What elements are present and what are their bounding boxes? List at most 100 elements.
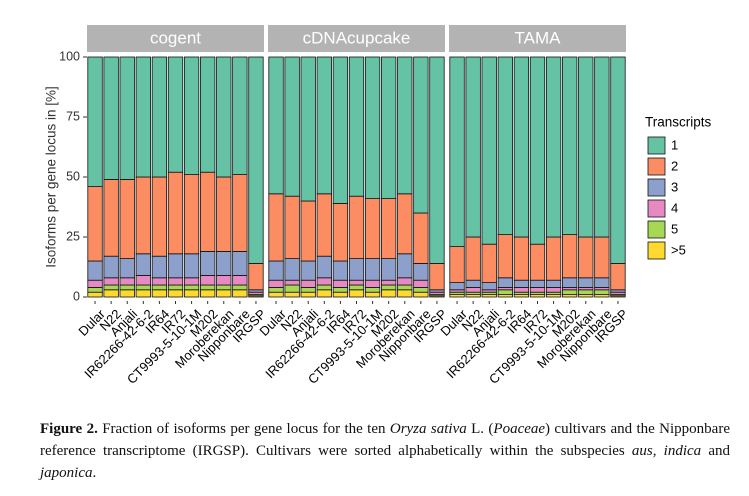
bar-segment <box>232 174 248 252</box>
bar-segment <box>332 286 349 293</box>
legend-label: 5 <box>671 221 678 236</box>
bar-segment <box>268 279 284 288</box>
bar-segment <box>151 284 168 291</box>
bar-segment <box>248 56 264 264</box>
bar-segment <box>216 56 232 178</box>
bar-segment <box>183 56 200 175</box>
bar-segment <box>135 289 151 298</box>
bar-segment <box>183 277 200 286</box>
bar-segment <box>268 260 284 281</box>
caption-text: , <box>652 443 664 459</box>
bar-segment <box>135 274 151 286</box>
bar-segment <box>216 284 232 291</box>
bar-segment <box>119 277 135 286</box>
bar-segment <box>348 279 365 286</box>
bar-segment <box>183 284 200 291</box>
bar-segment <box>497 234 513 279</box>
bar-segment <box>119 289 135 298</box>
bar-segment <box>364 258 381 281</box>
bar-segment <box>183 253 200 279</box>
bar-segment <box>481 243 497 283</box>
facet-title: TAMA <box>515 28 562 47</box>
bar-segment <box>449 282 465 291</box>
bar-segment <box>87 56 103 188</box>
bar-segment <box>232 250 248 276</box>
bar-segment <box>364 279 381 288</box>
bar-segment <box>513 286 530 293</box>
y-tick-label: 0 <box>73 289 80 303</box>
bar-segment <box>529 56 546 245</box>
bar-segment <box>284 279 300 286</box>
bar-segment <box>316 56 332 195</box>
bar-segment <box>200 56 216 173</box>
bar-segment <box>316 255 332 279</box>
bar-segment <box>284 284 300 293</box>
bar-segment <box>594 277 610 288</box>
bar-segment <box>348 56 365 197</box>
facet-strip <box>449 25 626 52</box>
bar-segment <box>381 56 397 200</box>
bar-segment <box>200 171 216 252</box>
caption-text: aus <box>631 443 653 459</box>
bar-segment <box>497 277 513 288</box>
bar-segment <box>397 289 413 298</box>
bar-segment <box>562 234 578 279</box>
facet-strip <box>268 25 445 52</box>
bar-segment <box>497 289 513 295</box>
legend-title: Transcripts <box>645 115 712 130</box>
legend-label: >5 <box>671 242 686 257</box>
bar-segment <box>135 56 151 178</box>
bar-segment <box>135 284 151 291</box>
bar-segment <box>268 286 284 293</box>
bar-segment <box>200 274 216 286</box>
bar-segment <box>545 286 562 293</box>
caption-text: indica <box>663 443 702 459</box>
bar-segment <box>578 289 594 295</box>
bar-segment <box>594 236 610 279</box>
bar-segment <box>562 56 578 236</box>
bar-segment <box>103 277 119 286</box>
bar-segment <box>381 284 397 291</box>
bar-segment <box>300 56 316 202</box>
bar-segment <box>87 286 103 293</box>
bar-segment <box>103 255 119 279</box>
bar-segment <box>151 255 168 279</box>
bar-segment <box>348 258 365 281</box>
bar-segment <box>167 56 184 173</box>
bar-segment <box>364 286 381 293</box>
bar-segment <box>413 286 429 293</box>
bar-segment <box>268 56 284 195</box>
bar-segment <box>87 279 103 288</box>
bar-segment <box>216 274 232 286</box>
bar-segment <box>610 262 626 291</box>
bar-segment <box>381 289 397 298</box>
bar-segment <box>449 56 465 248</box>
bar-segment <box>232 284 248 291</box>
bar-segment <box>594 56 610 238</box>
bar-segment <box>348 289 365 298</box>
bar-segment <box>332 202 349 262</box>
bar-segment <box>300 279 316 288</box>
bar-segment <box>381 198 397 260</box>
bar-segment <box>284 258 300 281</box>
bar-segment <box>449 246 465 284</box>
bar-segment <box>332 56 349 204</box>
bar-segment <box>316 277 332 286</box>
caption-text: and <box>701 443 730 459</box>
bar-segment <box>545 279 562 288</box>
bar-segment <box>200 289 216 298</box>
legend-label: 4 <box>671 200 678 215</box>
caption-text: ) cultivars and the Nipponbare reference… <box>40 421 730 459</box>
y-tick-label: 25 <box>66 229 80 243</box>
bar-segment <box>481 282 497 291</box>
bar-segment <box>397 193 413 255</box>
bar-segment <box>413 212 429 264</box>
caption-text: . <box>92 465 97 481</box>
legend-label: 1 <box>671 137 678 152</box>
bar-segment <box>167 171 184 255</box>
bar-segment <box>87 260 103 281</box>
bar-segment <box>284 56 300 197</box>
bar-segment <box>413 291 429 298</box>
facet-title: cogent <box>150 28 201 47</box>
bar-segment <box>529 279 546 288</box>
